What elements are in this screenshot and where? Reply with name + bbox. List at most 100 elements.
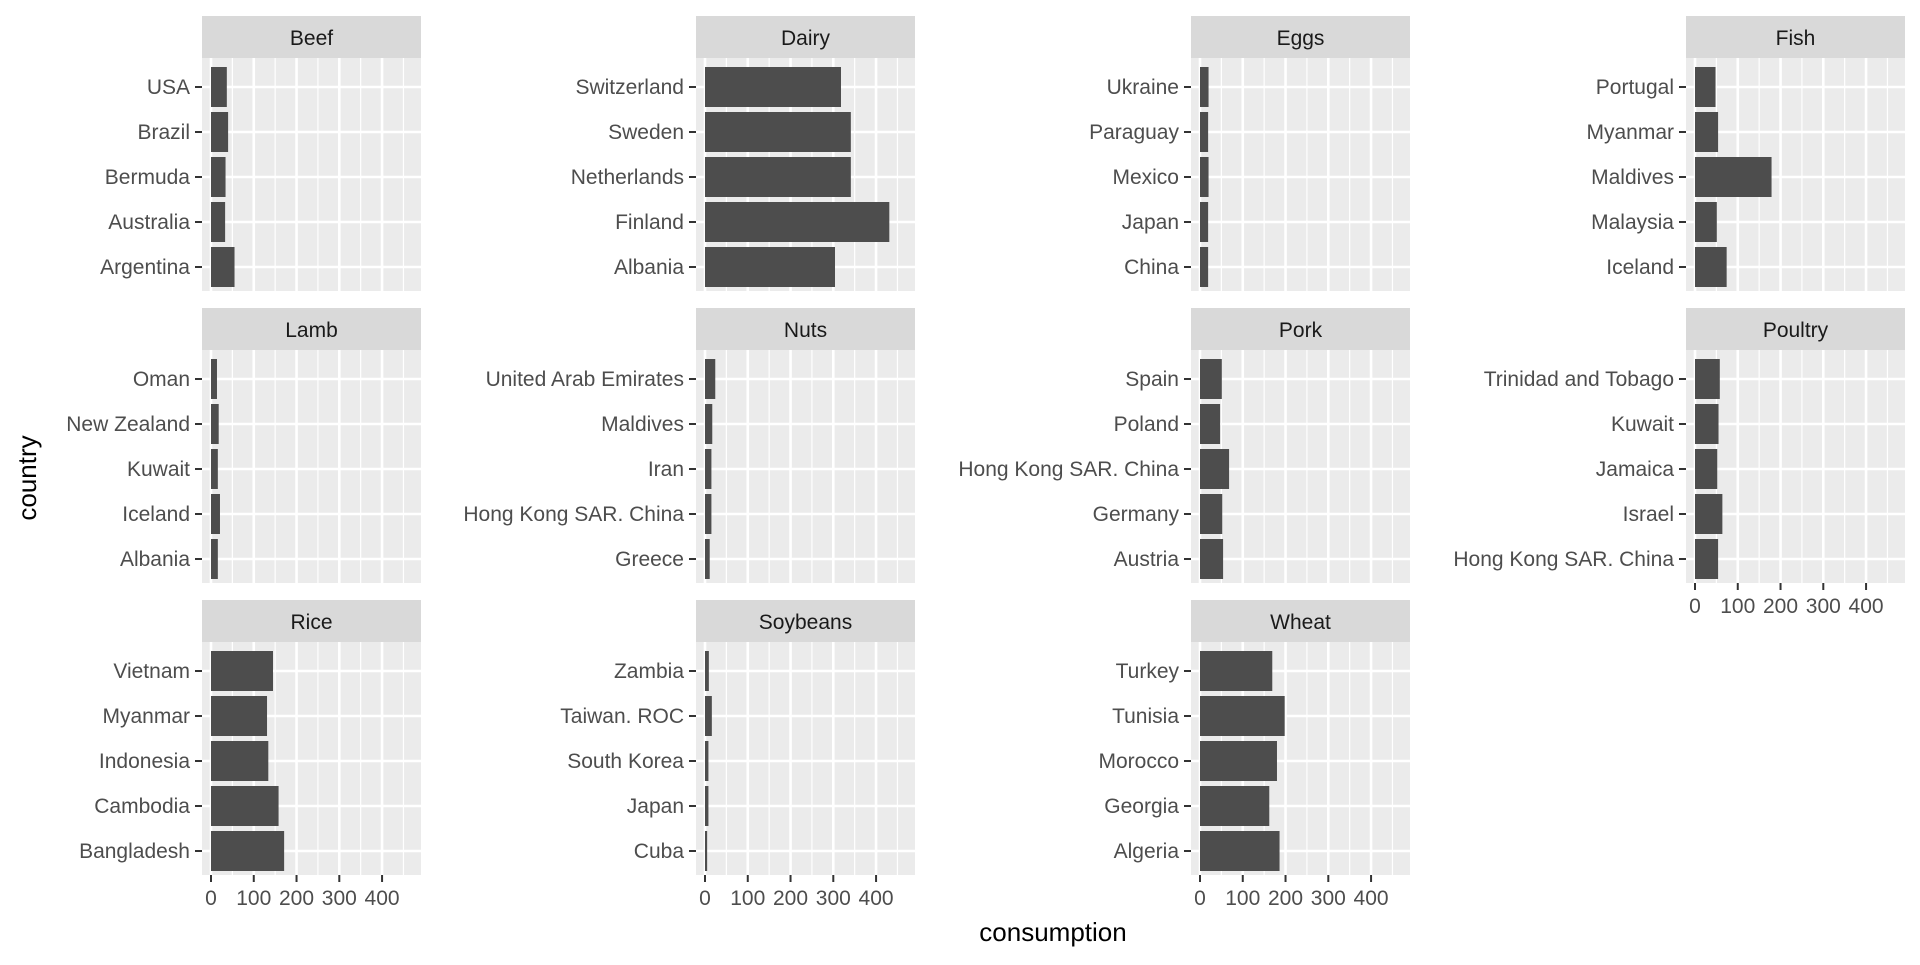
category-label: Algeria [1114, 840, 1180, 863]
category-label: Greece [615, 548, 684, 571]
facet-title: Lamb [285, 319, 338, 342]
category-label: Kuwait [127, 458, 190, 481]
bar [211, 696, 268, 736]
bar [211, 359, 217, 399]
bar [1695, 449, 1718, 489]
category-label: Maldives [601, 413, 684, 436]
category-label: Japan [627, 795, 684, 818]
bar [211, 741, 269, 781]
bar [1200, 112, 1209, 152]
facet-title: Fish [1776, 27, 1816, 50]
facet-strip [1686, 16, 1905, 58]
bar [211, 831, 285, 871]
category-label: Cambodia [94, 795, 190, 818]
category-label: Israel [1623, 503, 1674, 526]
bar [705, 247, 836, 287]
category-label: Cuba [634, 840, 685, 863]
bar [705, 651, 709, 691]
x-tick-label: 100 [730, 887, 765, 910]
category-label: Netherlands [571, 166, 684, 189]
category-label: Myanmar [1586, 121, 1674, 144]
panel-background [696, 642, 915, 875]
bar [1200, 539, 1224, 579]
bar [211, 157, 226, 197]
bar [705, 741, 709, 781]
x-tick-label: 200 [1763, 595, 1798, 618]
facet-eggs: Eggs Ukraine Paraguay Mexico Japan China [1089, 16, 1410, 291]
category-label: Brazil [137, 121, 190, 144]
x-tick-label: 300 [322, 887, 357, 910]
facet-title: Soybeans [759, 611, 852, 634]
facet-strip [696, 16, 915, 58]
category-label: Turkey [1116, 660, 1180, 683]
bar [1695, 67, 1716, 107]
facet-title: Wheat [1270, 611, 1331, 634]
facet-strip [202, 308, 421, 350]
facet-beef: Beef USA Brazil Bermuda Australia Argentina [100, 16, 421, 291]
bar [705, 404, 713, 444]
x-tick-label: 400 [1849, 595, 1884, 618]
facet-strip [1191, 600, 1410, 642]
category-label: Australia [108, 211, 190, 234]
bar [1695, 539, 1719, 579]
facet-title: Pork [1279, 319, 1323, 342]
category-label: Maldives [1591, 166, 1674, 189]
y-axis-label: country [12, 435, 42, 520]
category-label: Georgia [1104, 795, 1179, 818]
category-label: China [1124, 256, 1179, 279]
x-tick-label: 400 [365, 887, 400, 910]
bar [1200, 157, 1209, 197]
category-label: Trinidad and Tobago [1484, 368, 1674, 391]
bar [705, 202, 890, 242]
facet-strip [696, 308, 915, 350]
bar [1200, 651, 1273, 691]
facet-title: Poultry [1763, 319, 1829, 342]
bar [211, 247, 235, 287]
bar [705, 494, 712, 534]
x-tick-label: 300 [1806, 595, 1841, 618]
bar [1695, 494, 1723, 534]
panel-background [202, 58, 421, 291]
category-label: USA [147, 76, 190, 99]
bar [1695, 157, 1772, 197]
category-label: Malaysia [1591, 211, 1674, 234]
category-label: Oman [133, 368, 190, 391]
bar [705, 67, 841, 107]
bar [705, 696, 712, 736]
x-tick-label: 300 [816, 887, 851, 910]
facet-lamb: Lamb Oman New Zealand Kuwait Iceland Albania [66, 308, 421, 583]
category-label: South Korea [567, 750, 684, 773]
facet-wheat: Wheat Turkey Tunisia Morocco Georgia Algeria 0… [1098, 600, 1410, 910]
facet-poultry: Poultry Trinidad and Tobago Kuwait Jamaica I… [1453, 308, 1905, 618]
category-label: Iceland [122, 503, 190, 526]
category-label: Argentina [100, 256, 190, 279]
bar [1695, 404, 1719, 444]
x-tick-label: 300 [1311, 887, 1346, 910]
bar [705, 112, 851, 152]
bar [211, 202, 226, 242]
x-tick-label: 200 [279, 887, 314, 910]
bar [705, 449, 712, 489]
bar [211, 786, 279, 826]
category-label: Poland [1114, 413, 1179, 436]
category-label: Jamaica [1596, 458, 1675, 481]
facet-title: Beef [290, 27, 333, 50]
x-tick-label: 0 [699, 887, 711, 910]
category-label: Bangladesh [79, 840, 190, 863]
category-label: Spain [1125, 368, 1179, 391]
facet-title: Nuts [784, 319, 827, 342]
category-label: Iran [648, 458, 684, 481]
x-tick-label: 100 [1720, 595, 1755, 618]
x-tick-label: 100 [1225, 887, 1260, 910]
bar [1200, 67, 1209, 107]
x-tick-label: 400 [1354, 887, 1389, 910]
bar [1200, 359, 1222, 399]
x-tick-label: 100 [236, 887, 271, 910]
bar [211, 539, 218, 579]
category-label: Portugal [1596, 76, 1674, 99]
bar [1695, 202, 1717, 242]
x-tick-label: 0 [1689, 595, 1701, 618]
category-label: United Arab Emirates [486, 368, 684, 391]
facet-strip [1191, 308, 1410, 350]
